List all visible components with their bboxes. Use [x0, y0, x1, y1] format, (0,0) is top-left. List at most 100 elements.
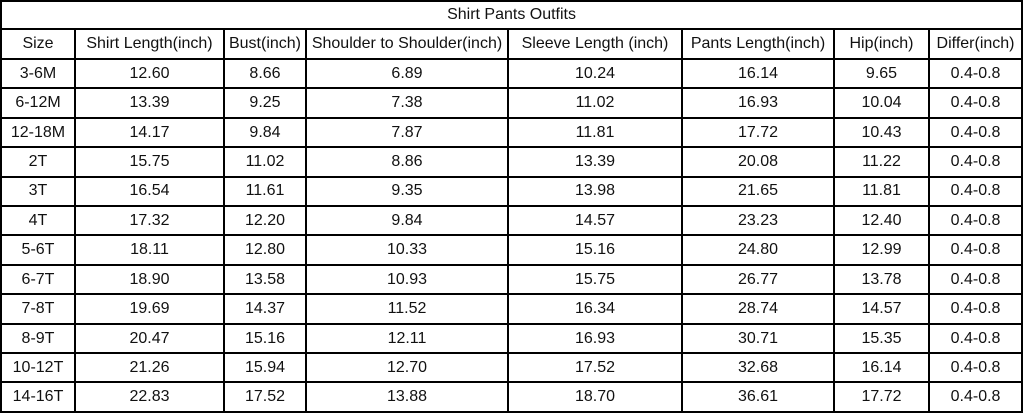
size-cell: 14-16T — [0, 381, 76, 413]
table-cell: 18.11 — [74, 234, 225, 266]
table-cell: 9.84 — [223, 116, 307, 149]
table-cell: 13.58 — [223, 263, 307, 296]
table-cell: 20.47 — [74, 322, 225, 355]
table-cell: 13.39 — [507, 146, 683, 178]
table-cell: 9.84 — [305, 204, 509, 237]
size-cell: 2T — [0, 146, 76, 178]
table-cell: 12.11 — [305, 322, 509, 355]
size-cell: 12-18M — [0, 116, 76, 149]
table-cell: 15.75 — [507, 263, 683, 296]
table-cell: 21.26 — [74, 352, 225, 384]
size-cell: 8-9T — [0, 322, 76, 355]
table-cell: 16.14 — [833, 352, 930, 384]
table-cell: 10.33 — [305, 234, 509, 266]
table-cell: 12.20 — [223, 204, 307, 237]
table-cell: 0.4-0.8 — [927, 352, 1024, 384]
table-cell: 11.81 — [507, 116, 683, 149]
table-cell: 12.70 — [305, 352, 509, 384]
table-title-row: Shirt Pants Outfits — [0, 0, 1024, 31]
table-cell: 11.02 — [223, 146, 307, 178]
size-cell: 6-7T — [0, 263, 76, 296]
column-header: Bust(inch) — [223, 28, 307, 60]
table-cell: 26.77 — [681, 263, 835, 296]
table-cell: 15.16 — [223, 322, 307, 355]
table-cell: 12.99 — [833, 234, 930, 266]
table-row: 4T 17.32 12.20 9.84 14.57 23.23 12.40 0.4-0.8 — [0, 204, 1024, 237]
column-header: Hip(inch) — [833, 28, 930, 60]
column-header: Shirt Length(inch) — [74, 28, 225, 60]
table-cell: 11.22 — [833, 146, 930, 178]
table-cell: 16.14 — [681, 57, 835, 90]
table-cell: 16.93 — [507, 322, 683, 355]
table-cell: 0.4-0.8 — [927, 146, 1024, 178]
column-header: Pants Length(inch) — [681, 28, 835, 60]
size-cell: 3-6M — [0, 57, 76, 90]
table-cell: 22.83 — [74, 381, 225, 413]
table-row: 6-7T 18.90 13.58 10.93 15.75 26.77 13.78 0.4-0.… — [0, 263, 1024, 296]
table-cell: 9.25 — [223, 87, 307, 119]
table-cell: 10.24 — [507, 57, 683, 90]
table-cell: 13.88 — [305, 381, 509, 413]
table-cell: 0.4-0.8 — [927, 322, 1024, 355]
table-cell: 0.4-0.8 — [927, 381, 1024, 413]
table-cell: 14.37 — [223, 293, 307, 325]
column-header: Differ(inch) — [927, 28, 1024, 60]
table-cell: 7.87 — [305, 116, 509, 149]
table-row: 12-18M 14.17 9.84 7.87 11.81 17.72 10.43 0.4-0.… — [0, 116, 1024, 149]
table-cell: 0.4-0.8 — [927, 263, 1024, 296]
table-cell: 19.69 — [74, 293, 225, 325]
table-cell: 12.60 — [74, 57, 225, 90]
size-cell: 3T — [0, 175, 76, 207]
table-cell: 14.17 — [74, 116, 225, 149]
table-cell: 0.4-0.8 — [927, 57, 1024, 90]
table-cell: 0.4-0.8 — [927, 204, 1024, 237]
table-cell: 9.65 — [833, 57, 930, 90]
table-cell: 14.57 — [833, 293, 930, 325]
table-cell: 17.52 — [223, 381, 307, 413]
table-row: 10-12T 21.26 15.94 12.70 17.52 32.68 16.14 0.4-… — [0, 352, 1024, 384]
table-cell: 15.75 — [74, 146, 225, 178]
table-cell: 17.32 — [74, 204, 225, 237]
table-cell: 16.54 — [74, 175, 225, 207]
table-title: Shirt Pants Outfits — [0, 0, 1024, 31]
table-cell: 23.23 — [681, 204, 835, 237]
table-cell: 10.43 — [833, 116, 930, 149]
table-row: 8-9T 20.47 15.16 12.11 16.93 30.71 15.35 0.4-0.… — [0, 322, 1024, 355]
table-row: 3T 16.54 11.61 9.35 13.98 21.65 11.81 0.4-0.8 — [0, 175, 1024, 207]
table-cell: 8.86 — [305, 146, 509, 178]
table-cell: 0.4-0.8 — [927, 116, 1024, 149]
size-cell: 5-6T — [0, 234, 76, 266]
column-header: Sleeve Length (inch) — [507, 28, 683, 60]
size-cell: 6-12M — [0, 87, 76, 119]
table-cell: 15.35 — [833, 322, 930, 355]
table-cell: 15.94 — [223, 352, 307, 384]
table-row: 3-6M 12.60 8.66 6.89 10.24 16.14 9.65 0.4-0.8 — [0, 57, 1024, 90]
table-row: 5-6T 18.11 12.80 10.33 15.16 24.80 12.99 0.4-0.… — [0, 234, 1024, 266]
table-cell: 32.68 — [681, 352, 835, 384]
table-cell: 13.78 — [833, 263, 930, 296]
table-cell: 8.66 — [223, 57, 307, 90]
table-cell: 14.57 — [507, 204, 683, 237]
table-cell: 9.35 — [305, 175, 509, 207]
table-header-row: Size Shirt Length(inch) Bust(inch) Shoulder… — [0, 28, 1024, 60]
table-cell: 10.93 — [305, 263, 509, 296]
table-cell: 6.89 — [305, 57, 509, 90]
column-header: Shoulder to Shoulder(inch) — [305, 28, 509, 60]
table-row: 14-16T 22.83 17.52 13.88 18.70 36.61 17.72 0.4-… — [0, 381, 1024, 413]
table-cell: 17.72 — [833, 381, 930, 413]
table-cell: 12.40 — [833, 204, 930, 237]
size-cell: 7-8T — [0, 293, 76, 325]
table-cell: 11.52 — [305, 293, 509, 325]
table-cell: 28.74 — [681, 293, 835, 325]
table-cell: 7.38 — [305, 87, 509, 119]
table-cell: 12.80 — [223, 234, 307, 266]
table-cell: 0.4-0.8 — [927, 293, 1024, 325]
table-cell: 11.02 — [507, 87, 683, 119]
table-cell: 11.81 — [833, 175, 930, 207]
size-cell: 10-12T — [0, 352, 76, 384]
table-cell: 17.52 — [507, 352, 683, 384]
table-cell: 16.34 — [507, 293, 683, 325]
table-cell: 16.93 — [681, 87, 835, 119]
table-cell: 30.71 — [681, 322, 835, 355]
